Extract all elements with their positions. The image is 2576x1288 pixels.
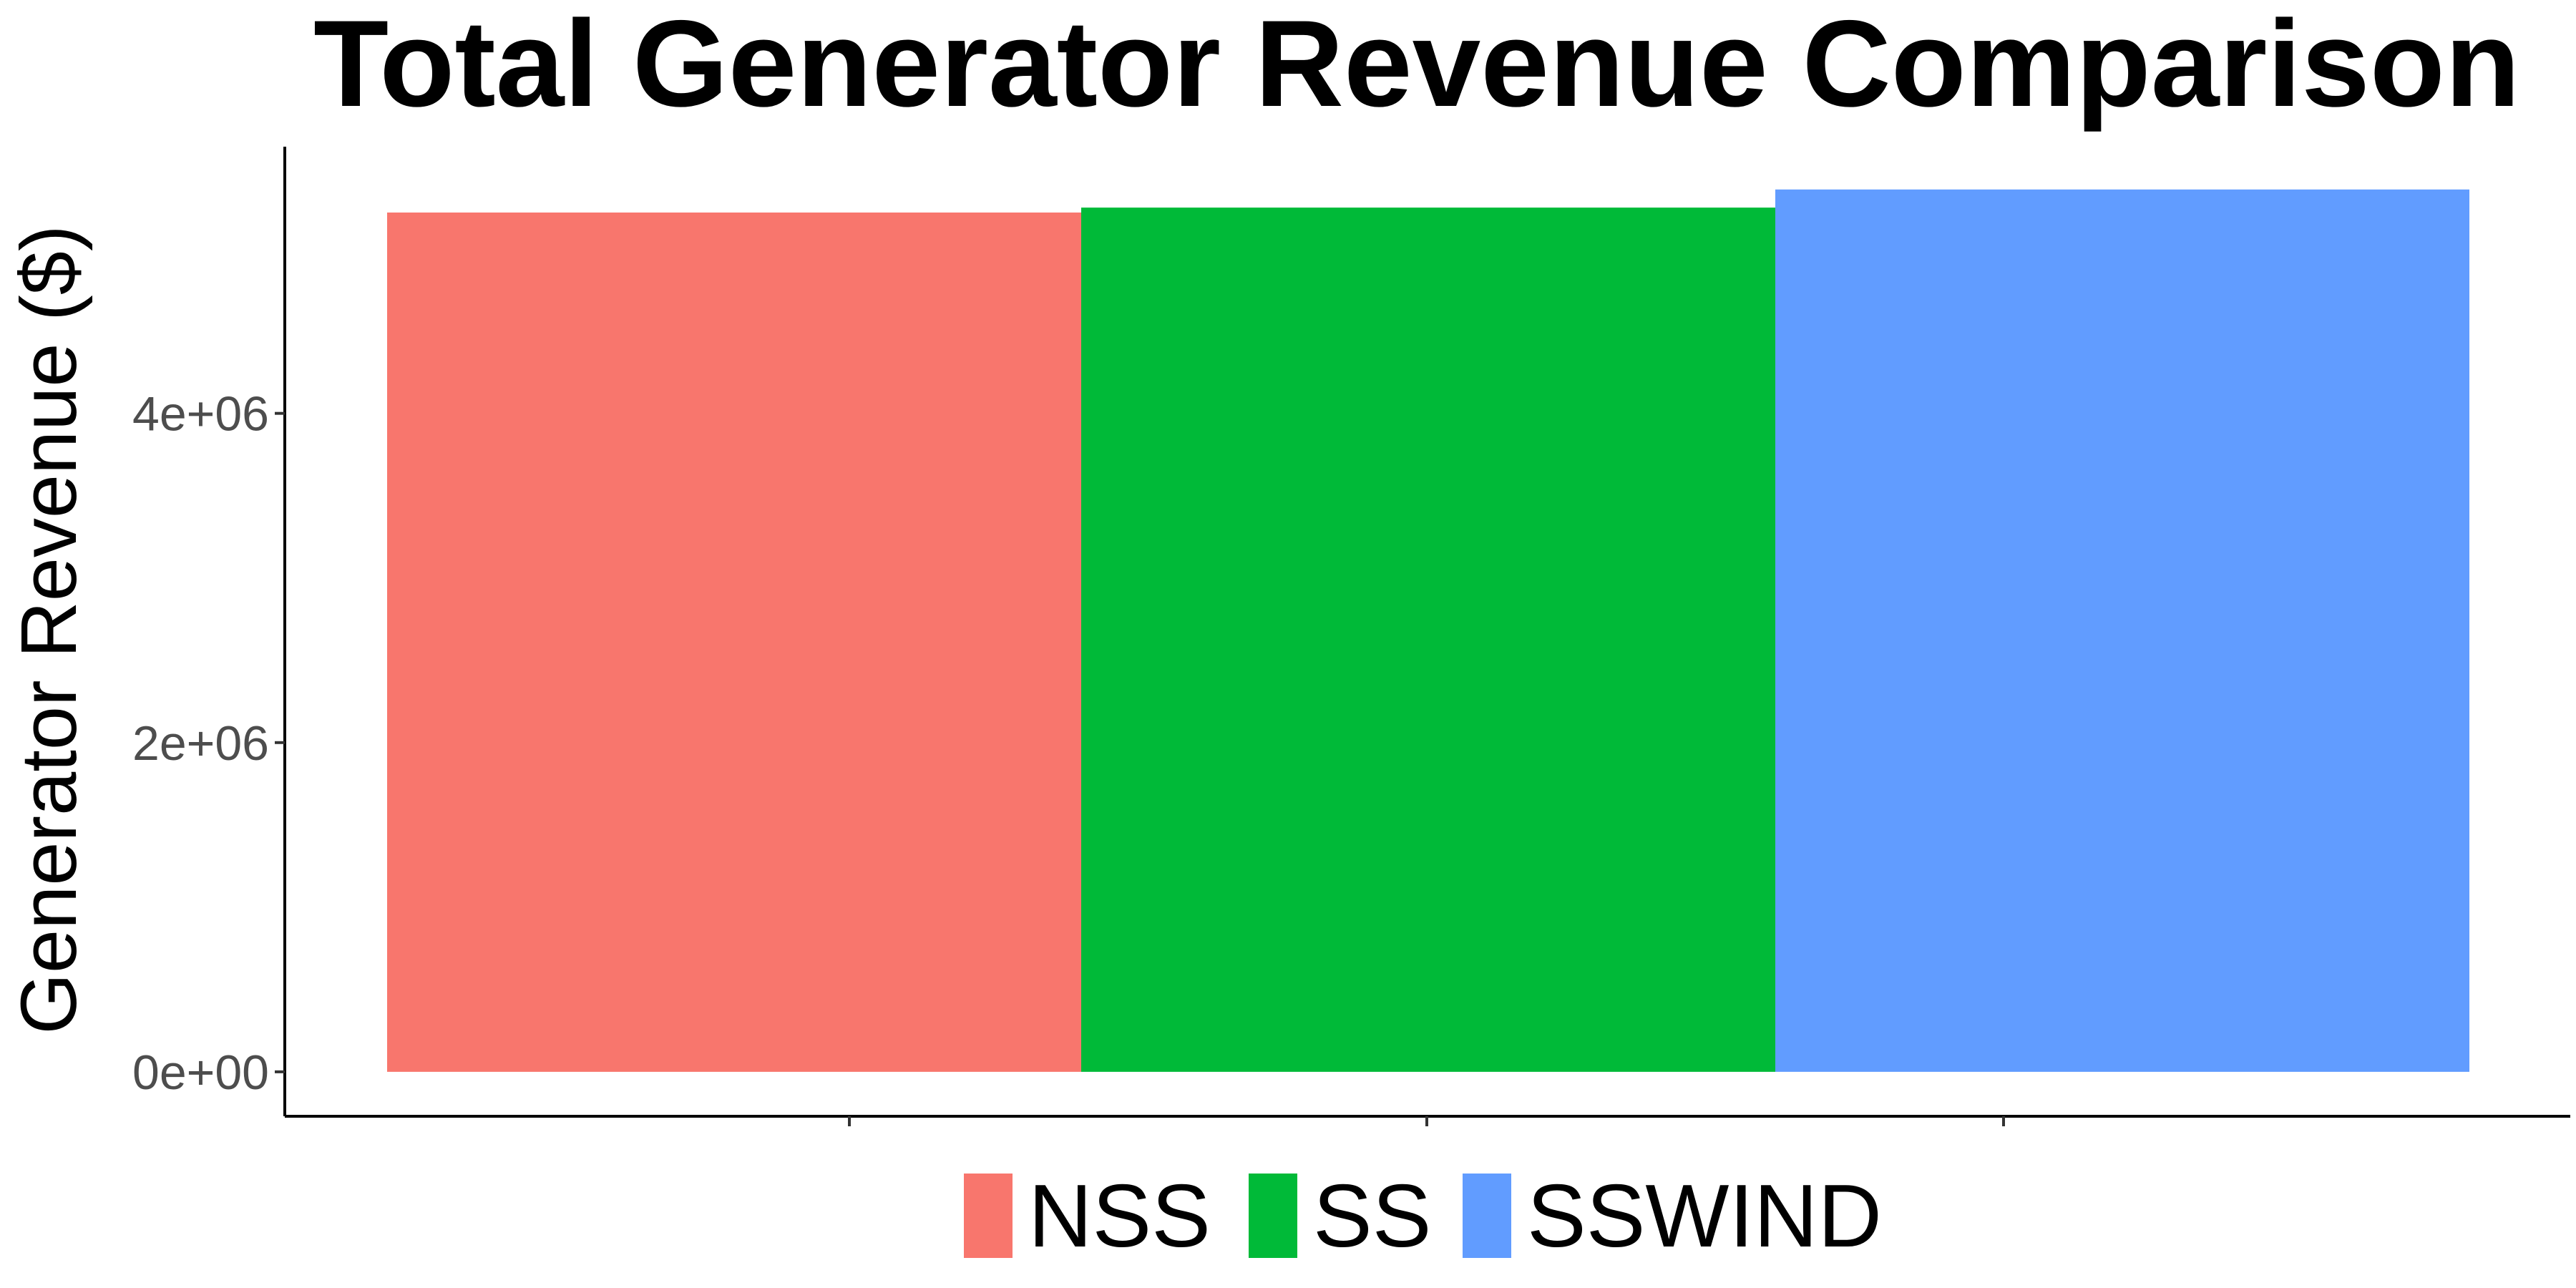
y-tick-label: 0e+00 [132,1045,269,1100]
legend-label-sswind: SSWIND [1527,1167,1882,1266]
chart-title: Total Generator Revenue Comparison [313,0,2520,132]
y-tick-label: 2e+06 [132,716,269,771]
legend: NSS SS SSWIND [964,1167,1882,1266]
legend-key-nss [964,1174,1013,1258]
legend-key-sswind [1463,1174,1511,1258]
bar-nss [387,213,1081,1072]
y-tick-label: 4e+06 [132,387,269,441]
bar-sswind [1775,189,2469,1072]
legend-key-ss [1249,1174,1297,1258]
legend-label-nss: NSS [1028,1167,1211,1266]
plot-area: 0e+00 2e+06 4e+06 [132,147,2570,1126]
y-axis-label: Generator Revenue ($) [5,225,93,1034]
legend-label-ss: SS [1313,1167,1431,1266]
bar-ss [1081,208,1775,1072]
